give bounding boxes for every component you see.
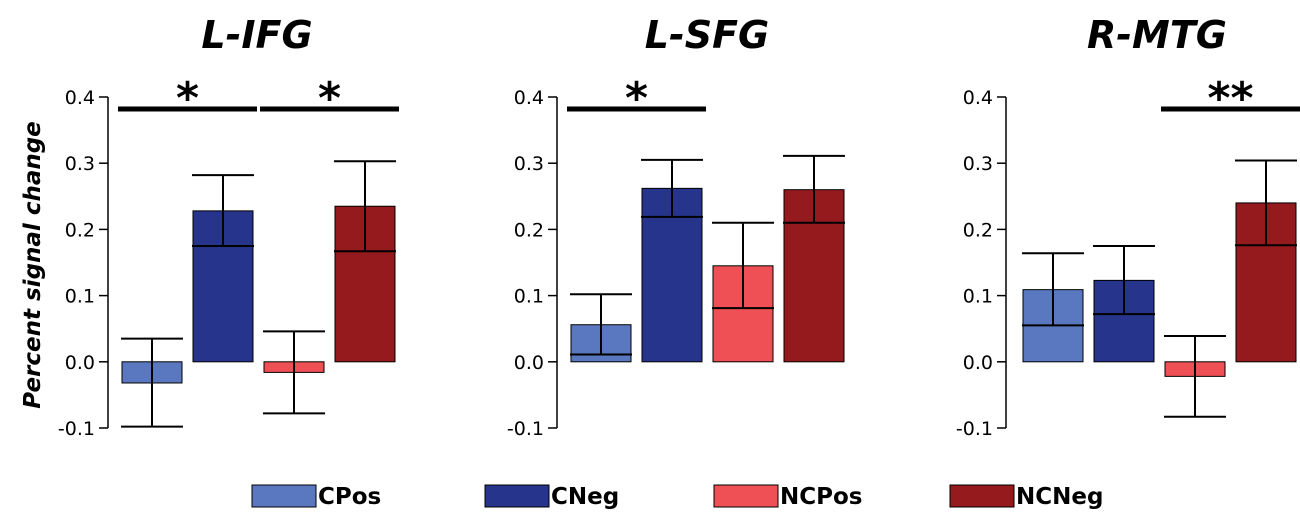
y-tick-label: 0.4 (514, 87, 544, 109)
legend-label-cneg: CNeg (551, 484, 619, 510)
y-tick-label: 0.2 (514, 219, 544, 241)
y-tick-label: 0.4 (65, 87, 95, 109)
y-tick-label: 0.2 (65, 219, 95, 241)
y-tick-label: -0.1 (956, 418, 993, 440)
y-axis-label: Percent signal change (20, 121, 46, 409)
y-tick-label: 0.1 (963, 286, 993, 308)
legend-label-cpos: CPos (318, 484, 381, 510)
panel-r-mtg: R-MTG 0.4 0.3 0.2 0.1 0.0 -0.1 ** (956, 13, 1300, 440)
panel-title: L-SFG (645, 13, 770, 57)
y-tick-label: 0.3 (963, 153, 993, 175)
panel-title: R-MTG (1087, 13, 1227, 57)
legend-swatch-ncpos (713, 484, 779, 508)
panel-title: L-IFG (201, 13, 312, 57)
legend-swatch-cpos (251, 484, 317, 508)
panel-l-sfg: L-SFG 0.4 0.3 0.2 0.1 0.0 -0.1 * (507, 13, 845, 440)
significance-label: * (176, 73, 199, 124)
y-tick-label: 0.1 (514, 286, 544, 308)
significance-label: ** (1207, 73, 1253, 124)
y-tick-label: 0.0 (963, 352, 993, 374)
legend: CPos CNeg NCPos NCNeg (251, 484, 1103, 510)
y-tick-label: -0.1 (507, 418, 544, 440)
y-tick-label: 0.0 (65, 352, 95, 374)
y-tick-label: 0.2 (963, 219, 993, 241)
y-tick-label: 0.0 (514, 352, 544, 374)
significance-label: * (625, 73, 648, 124)
y-tick-label: 0.4 (963, 87, 993, 109)
legend-label-ncpos: NCPos (780, 484, 862, 510)
legend-label-ncneg: NCNeg (1016, 484, 1103, 510)
y-tick-label: -0.1 (58, 418, 95, 440)
y-tick-label: 0.3 (65, 153, 95, 175)
y-tick-label: 0.1 (65, 286, 95, 308)
y-tick-label: 0.3 (514, 153, 544, 175)
legend-swatch-cneg (484, 484, 550, 508)
legend-swatch-ncneg (949, 484, 1015, 508)
panel-l-ifg: L-IFG 0.4 0.3 0.2 0.1 0.0 -0.1 * * (58, 13, 399, 440)
significance-label: * (318, 73, 341, 124)
